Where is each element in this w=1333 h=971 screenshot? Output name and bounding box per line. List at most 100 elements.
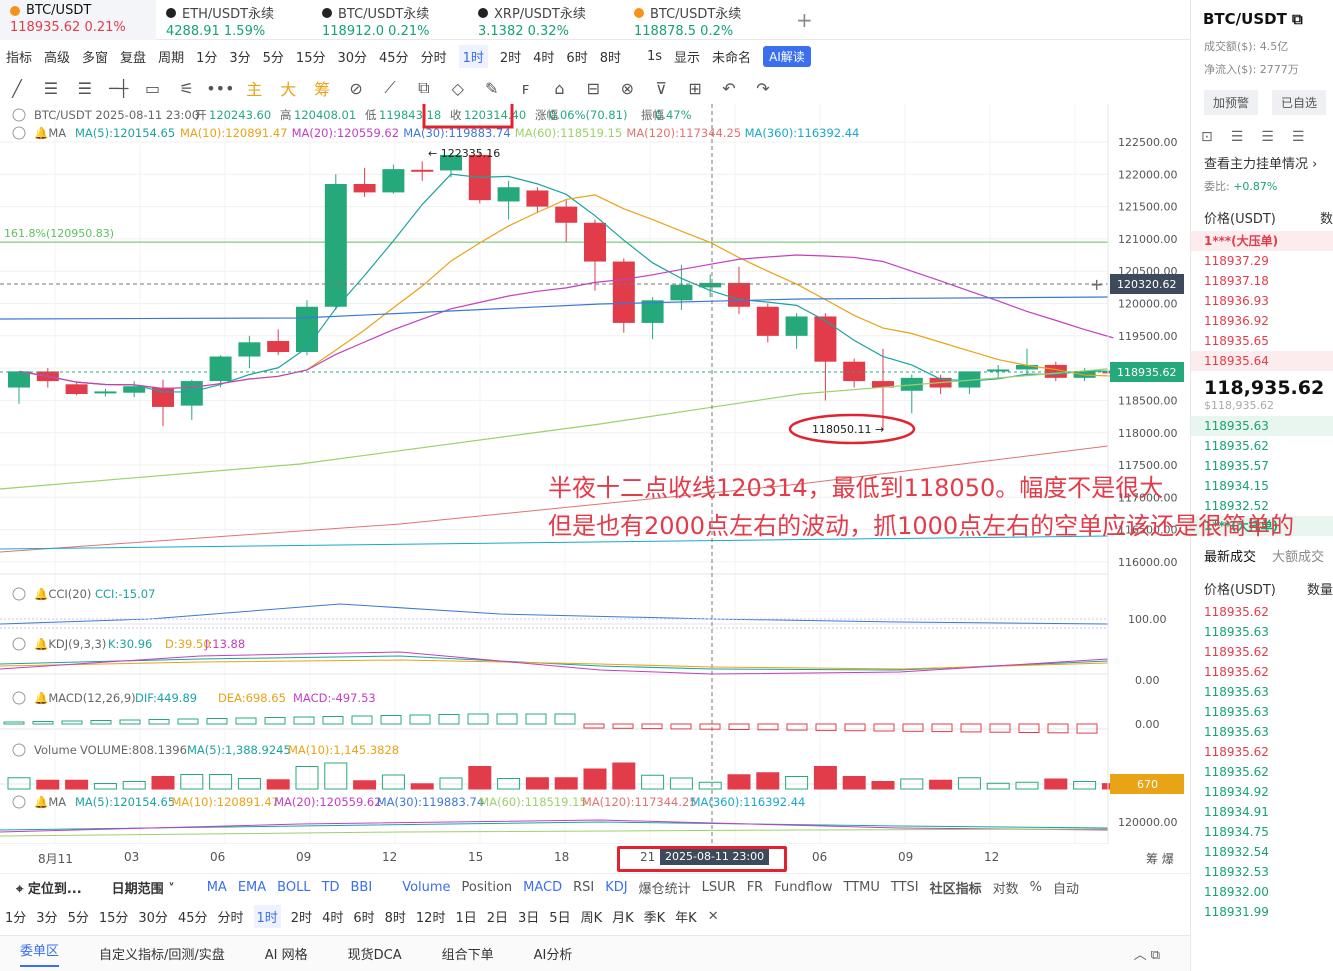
ask-price[interactable]: 118937.18 [1204, 274, 1269, 288]
period-item[interactable]: 周K [580, 910, 603, 926]
add-tab-icon[interactable]: + [796, 8, 813, 32]
toolbar-item[interactable]: 显示 [674, 50, 701, 66]
ask-price[interactable]: 118936.93 [1204, 294, 1269, 308]
draw-tool-icon[interactable]: ↶ [722, 78, 736, 98]
draw-tool-icon[interactable]: ╱ [12, 78, 22, 98]
indicator-item[interactable]: Volume [402, 880, 451, 895]
indicator-item[interactable]: 社区指标 [929, 882, 982, 897]
tab-big-trades[interactable]: 大额成交 [1272, 550, 1325, 565]
toolbar-item[interactable]: 4时 [533, 50, 555, 66]
bottom-tab[interactable]: 委单区 [20, 940, 60, 967]
period-item[interactable]: 2时 [290, 910, 313, 926]
period-item[interactable]: 4时 [322, 910, 344, 926]
draw-tool-icon[interactable]: ⊽ [655, 78, 668, 98]
period-item[interactable]: 5日 [549, 910, 571, 926]
toolbar-item[interactable]: 1s [646, 48, 663, 64]
indicator-item[interactable]: TTMU [843, 880, 880, 895]
indicator-item[interactable]: % [1029, 880, 1043, 895]
toolbar-item[interactable]: 周期 [158, 50, 185, 66]
draw-tool-icon[interactable]: 主 [246, 80, 263, 99]
ask-price[interactable]: 118935.65 [1204, 334, 1269, 348]
bottom-tab[interactable]: 自定义指标/回测/实盘 [99, 948, 225, 963]
toolbar-item[interactable]: 复盘 [120, 50, 147, 66]
toolbar-item[interactable]: 5分 [262, 50, 284, 66]
toolbar-item[interactable]: 8时 [599, 50, 621, 66]
period-item[interactable]: 分时 [217, 910, 244, 926]
indicator-item[interactable]: BBI [350, 880, 373, 895]
toolbar-item[interactable]: 3分 [229, 50, 251, 66]
symbol-tab[interactable]: XRP/USDT永续 3.1382 0.32% [468, 0, 624, 40]
indicator-item[interactable]: FR [746, 880, 764, 895]
toolbar-item[interactable]: 分时 [420, 50, 447, 66]
symbol-tab[interactable]: BTC/USDT永续 118878.5 0.2% [624, 0, 780, 40]
bid-price[interactable]: 118932.52 [1204, 499, 1269, 513]
indicator-item[interactable]: KDJ [605, 880, 628, 895]
period-item[interactable]: 15分 [98, 910, 129, 926]
draw-tool-icon[interactable]: ▭ [145, 78, 161, 98]
draw-tool-icon[interactable]: ⊞ [688, 78, 702, 98]
toolbar-item[interactable]: 1分 [196, 50, 218, 66]
period-item[interactable]: 12时 [415, 910, 446, 926]
draw-tool-icon[interactable]: ─┼ [109, 78, 129, 98]
period-item[interactable]: 2日 [486, 910, 509, 926]
indicator-item[interactable]: 对数 [992, 882, 1019, 897]
bottom-tab[interactable]: 现货DCA [347, 948, 402, 963]
period-item[interactable]: 45分 [177, 910, 208, 926]
ask-price[interactable]: 118936.92 [1204, 314, 1269, 328]
date-range-button[interactable]: 日期范围 ˅ [111, 882, 175, 897]
bottom-tab[interactable]: 组合下单 [441, 948, 494, 963]
toolbar-item[interactable]: 30分 [337, 50, 368, 66]
period-item[interactable]: 3日 [518, 910, 540, 926]
draw-tool-icon[interactable]: ⊟ [586, 78, 601, 98]
period-item[interactable]: 5分 [67, 910, 89, 926]
indicator-item[interactable]: MACD [523, 880, 563, 895]
indicator-item[interactable]: MA [206, 880, 227, 895]
ask-price[interactable]: 118937.29 [1204, 254, 1269, 268]
period-item[interactable]: 8时 [384, 910, 406, 926]
alert-button[interactable]: 加预警 [1204, 90, 1259, 115]
period-item[interactable]: 月K [612, 910, 634, 926]
toolbar-item[interactable]: 2时 [499, 50, 522, 66]
main-orders-link[interactable]: 查看主力挂单情况 › [1204, 157, 1318, 172]
locate-button[interactable]: ⌖ 定位到... [16, 882, 82, 897]
period-item[interactable]: 年K [675, 910, 697, 926]
bottom-tab[interactable]: AI 网格 [264, 948, 308, 963]
toolbar-item[interactable]: 高级 [44, 50, 71, 66]
expand-icon[interactable]: ︿ ⧉ [1133, 948, 1160, 963]
toolbar-item[interactable]: 15分 [295, 50, 326, 66]
draw-tool-icon[interactable]: ꜰ [521, 78, 530, 98]
draw-tool-icon[interactable]: ☰ [77, 78, 92, 98]
symbol-tab[interactable]: BTC/USDT 118935.62 0.21% [0, 0, 156, 40]
draw-tool-icon[interactable]: ↷ [756, 78, 770, 98]
toolbar-item[interactable]: 1时 [458, 44, 488, 68]
draw-tool-icon[interactable]: ••• [206, 78, 235, 98]
draw-tool-icon[interactable]: ⧉ [418, 78, 430, 97]
axis-tool[interactable]: 筹 爆 [1146, 852, 1174, 866]
bottom-tab[interactable]: AI分析 [533, 948, 573, 963]
indicator-item[interactable]: TD [321, 880, 340, 895]
toolbar-item[interactable]: 45分 [379, 50, 409, 66]
period-item[interactable]: 1时 [253, 904, 281, 928]
period-item[interactable]: 季K [643, 910, 666, 926]
toolbar-item[interactable]: AI解读 [763, 45, 811, 67]
kline-svg[interactable]: 122500.00122000.00121500.00121000.001205… [0, 99, 1190, 845]
ask-price[interactable]: 118935.64 [1191, 351, 1333, 371]
indicator-item[interactable]: LSUR [701, 880, 736, 895]
draw-tool-icon[interactable]: ☰ [43, 78, 59, 98]
indicator-item[interactable]: Fundflow [774, 880, 833, 895]
draw-tool-icon[interactable]: 大 [280, 80, 297, 99]
indicator-item[interactable]: BOLL [277, 880, 311, 895]
draw-tool-icon[interactable]: ◇ [451, 78, 464, 98]
draw-tool-icon[interactable]: ⊘ [349, 78, 363, 98]
draw-tool-icon[interactable]: 筹 [314, 80, 331, 99]
bid-price[interactable]: 118935.57 [1204, 459, 1269, 473]
toolbar-item[interactable]: 指标 [6, 50, 33, 66]
draw-tool-icon[interactable]: ⚟ [179, 78, 194, 98]
period-item[interactable]: 30分 [138, 910, 168, 926]
indicator-item[interactable]: TTSI [890, 880, 919, 895]
close-icon[interactable]: ✕ [707, 908, 719, 924]
indicator-item[interactable]: RSI [573, 880, 595, 895]
orderbook-mode-icons[interactable]: ⊡☰☰☰ [1201, 129, 1323, 145]
tab-latest-trades[interactable]: 最新成交 [1204, 550, 1257, 565]
period-item[interactable]: 1分 [5, 910, 27, 926]
